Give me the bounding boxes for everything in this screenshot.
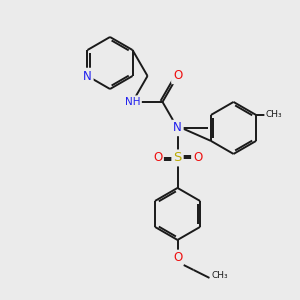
Text: N: N: [173, 122, 182, 134]
Text: O: O: [173, 70, 182, 83]
Text: S: S: [173, 152, 182, 164]
Text: O: O: [193, 152, 202, 164]
Text: CH₃: CH₃: [266, 110, 282, 119]
Text: CH₃: CH₃: [211, 272, 228, 280]
Text: O: O: [153, 152, 162, 164]
Text: NH: NH: [125, 97, 140, 107]
Text: N: N: [83, 70, 92, 83]
Text: O: O: [173, 251, 182, 264]
